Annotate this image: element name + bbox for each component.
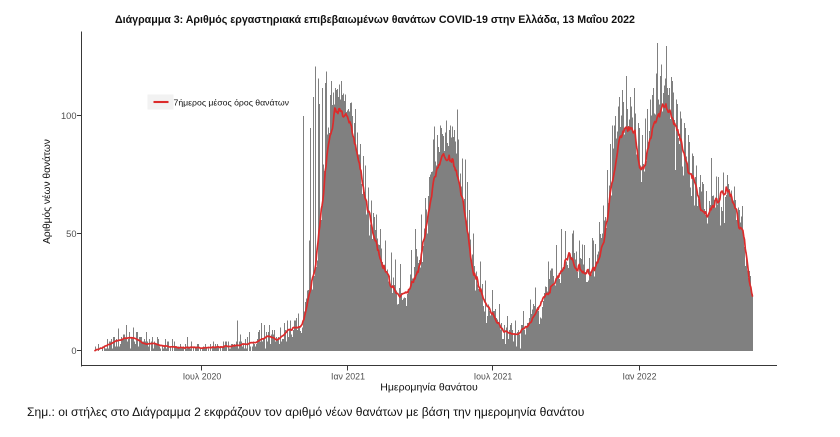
svg-text:100: 100 [61,111,77,121]
svg-text:Ιουλ 2021: Ιουλ 2021 [474,371,513,381]
svg-text:Αριθμός νέων θανάτων: Αριθμός νέων θανάτων [41,139,53,244]
svg-text:50: 50 [66,229,76,239]
svg-text:0: 0 [71,346,76,356]
svg-text:Ημερομηνία θανάτου: Ημερομηνία θανάτου [380,382,478,394]
svg-text:Ιαν 2021: Ιαν 2021 [331,371,365,381]
svg-text:Ιαν 2022: Ιαν 2022 [623,371,657,381]
svg-text:Ιουλ 2020: Ιουλ 2020 [183,371,222,381]
svg-text:7ήμερος μέσος όρος θανάτων: 7ήμερος μέσος όρος θανάτων [174,97,290,107]
